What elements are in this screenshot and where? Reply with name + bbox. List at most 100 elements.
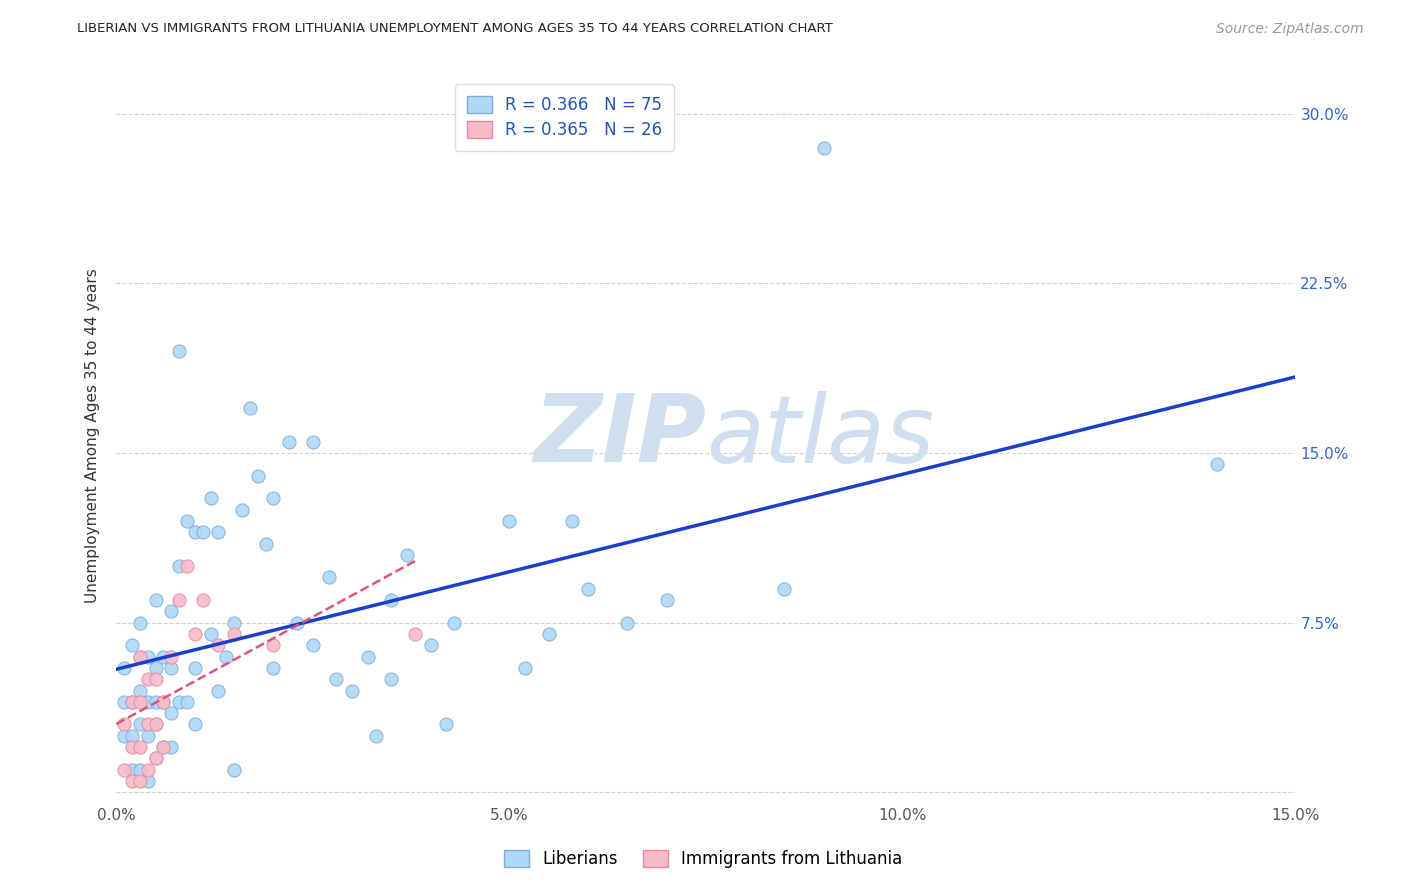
Point	[404, 627, 426, 641]
Point	[128, 649, 150, 664]
Point	[121, 638, 143, 652]
Point	[152, 695, 174, 709]
Point	[145, 661, 167, 675]
Point	[224, 627, 246, 641]
Point	[561, 514, 583, 528]
Point	[128, 717, 150, 731]
Point	[145, 751, 167, 765]
Text: ZIP: ZIP	[533, 390, 706, 482]
Point	[128, 774, 150, 789]
Point	[263, 491, 285, 506]
Point	[128, 740, 150, 755]
Point	[160, 661, 183, 675]
Point	[318, 570, 340, 584]
Point	[152, 740, 174, 755]
Point	[380, 593, 402, 607]
Point	[121, 763, 143, 777]
Point	[513, 661, 536, 675]
Point	[224, 763, 246, 777]
Point	[121, 729, 143, 743]
Point	[136, 717, 159, 731]
Point	[380, 672, 402, 686]
Point	[145, 717, 167, 731]
Point	[167, 695, 190, 709]
Point	[184, 627, 207, 641]
Point	[128, 615, 150, 630]
Point	[278, 434, 301, 449]
Point	[231, 502, 253, 516]
Point	[145, 672, 167, 686]
Point	[443, 615, 465, 630]
Point	[191, 525, 214, 540]
Point	[136, 763, 159, 777]
Point	[207, 683, 229, 698]
Legend: R = 0.366   N = 75, R = 0.365   N = 26: R = 0.366 N = 75, R = 0.365 N = 26	[456, 84, 673, 151]
Point	[152, 695, 174, 709]
Point	[239, 401, 262, 415]
Point	[121, 774, 143, 789]
Point	[246, 468, 269, 483]
Point	[145, 717, 167, 731]
Legend: Liberians, Immigrants from Lithuania: Liberians, Immigrants from Lithuania	[498, 843, 908, 875]
Point	[263, 661, 285, 675]
Point	[340, 683, 363, 698]
Point	[207, 638, 229, 652]
Text: LIBERIAN VS IMMIGRANTS FROM LITHUANIA UNEMPLOYMENT AMONG AGES 35 TO 44 YEARS COR: LIBERIAN VS IMMIGRANTS FROM LITHUANIA UN…	[77, 22, 834, 36]
Point	[136, 695, 159, 709]
Point	[160, 649, 183, 664]
Point	[112, 695, 135, 709]
Point	[254, 536, 277, 550]
Point	[364, 729, 387, 743]
Text: Source: ZipAtlas.com: Source: ZipAtlas.com	[1216, 22, 1364, 37]
Point	[160, 740, 183, 755]
Point	[813, 141, 835, 155]
Point	[167, 593, 190, 607]
Point	[136, 729, 159, 743]
Point	[263, 638, 285, 652]
Point	[145, 593, 167, 607]
Point	[773, 582, 796, 596]
Point	[224, 615, 246, 630]
Point	[176, 559, 198, 574]
Point	[160, 604, 183, 618]
Point	[136, 649, 159, 664]
Point	[176, 695, 198, 709]
Point	[616, 615, 638, 630]
Point	[128, 695, 150, 709]
Point	[498, 514, 520, 528]
Point	[285, 615, 308, 630]
Point	[184, 661, 207, 675]
Point	[112, 763, 135, 777]
Point	[357, 649, 380, 664]
Point	[184, 717, 207, 731]
Point	[200, 627, 222, 641]
Point	[160, 706, 183, 720]
Point	[145, 751, 167, 765]
Point	[112, 717, 135, 731]
Point	[152, 649, 174, 664]
Point	[419, 638, 441, 652]
Point	[176, 514, 198, 528]
Point	[128, 683, 150, 698]
Point	[436, 717, 458, 731]
Point	[112, 729, 135, 743]
Point	[121, 740, 143, 755]
Point	[136, 774, 159, 789]
Point	[301, 434, 323, 449]
Point	[167, 559, 190, 574]
Point	[207, 525, 229, 540]
Point	[396, 548, 419, 562]
Point	[167, 344, 190, 359]
Point	[128, 649, 150, 664]
Point	[576, 582, 599, 596]
Point	[145, 695, 167, 709]
Y-axis label: Unemployment Among Ages 35 to 44 years: Unemployment Among Ages 35 to 44 years	[86, 268, 100, 604]
Point	[537, 627, 560, 641]
Point	[200, 491, 222, 506]
Point	[121, 695, 143, 709]
Point	[112, 661, 135, 675]
Point	[152, 740, 174, 755]
Point	[325, 672, 347, 686]
Text: atlas: atlas	[706, 391, 934, 482]
Point	[121, 695, 143, 709]
